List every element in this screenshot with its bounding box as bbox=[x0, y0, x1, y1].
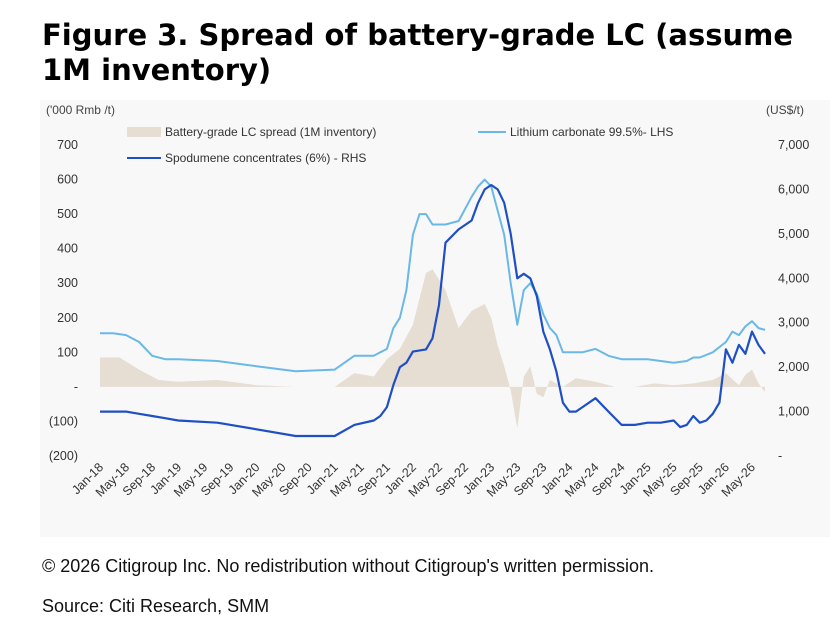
copyright-notice: © 2026 Citigroup Inc. No redistribution … bbox=[42, 556, 654, 576]
lithium-carbonate-series bbox=[100, 178, 766, 373]
left-axis-unit: ('000 Rmb /t) bbox=[46, 103, 115, 117]
right-axis-tick-label: 1,000 bbox=[778, 405, 809, 419]
right-axis-tick-label: 3,000 bbox=[778, 316, 809, 330]
left-axis-tick-label: 500 bbox=[57, 207, 78, 221]
left-axis-tick-label: 300 bbox=[57, 276, 78, 290]
spodumene-line bbox=[100, 183, 766, 438]
legend-label-spodumene: Spodumene concentrates (6%) - RHS bbox=[165, 151, 366, 165]
spread-area-series bbox=[100, 269, 765, 429]
left-y-axis: 700 600 500 400 300 200 100 - (100) (200) bbox=[49, 138, 78, 463]
spodumene-series bbox=[100, 183, 766, 438]
legend: Battery-grade LC spread (1M inventory) L… bbox=[127, 125, 673, 165]
right-axis-tick-label: 2,000 bbox=[778, 360, 809, 374]
right-axis-tick-label: - bbox=[778, 449, 782, 463]
right-axis-tick-label: 5,000 bbox=[778, 227, 809, 241]
figure-title: Figure 3. Spread of battery-grade LC (as… bbox=[42, 18, 794, 87]
left-axis-tick-label: 700 bbox=[57, 138, 78, 152]
legend-swatch-spread bbox=[127, 127, 161, 137]
left-axis-tick-label: 600 bbox=[57, 173, 78, 187]
right-axis-tick-label: 4,000 bbox=[778, 271, 809, 285]
spread-area bbox=[100, 269, 765, 429]
right-axis-tick-label: 7,000 bbox=[778, 138, 809, 152]
left-axis-tick-label: (100) bbox=[49, 414, 78, 428]
right-y-axis: 7,000 6,000 5,000 4,000 3,000 2,000 1,000 - bbox=[778, 138, 809, 463]
source-note: Source: Citi Research, SMM bbox=[42, 596, 270, 616]
left-axis-tick-label: (200) bbox=[49, 449, 78, 463]
left-axis-tick-label: 200 bbox=[57, 311, 78, 325]
legend-label-spread: Battery-grade LC spread (1M inventory) bbox=[165, 125, 376, 139]
left-axis-tick-label: 400 bbox=[57, 242, 78, 256]
lithium-carbonate-line bbox=[100, 178, 766, 373]
left-axis-tick-label: 100 bbox=[57, 345, 78, 359]
left-axis-tick-label: - bbox=[74, 380, 78, 394]
right-axis-tick-label: 6,000 bbox=[778, 182, 809, 196]
legend-label-lithium: Lithium carbonate 99.5%- LHS bbox=[510, 125, 673, 139]
right-axis-unit: (US$/t) bbox=[766, 103, 804, 117]
